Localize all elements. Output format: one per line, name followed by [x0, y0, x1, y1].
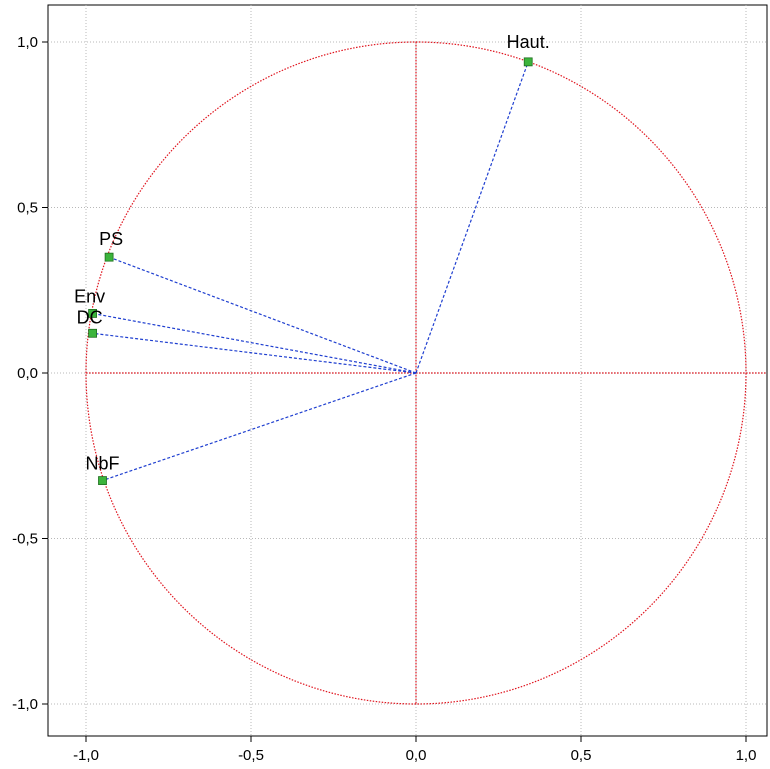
marker-ps	[104, 252, 114, 262]
unit-circle-outline	[85, 41, 747, 705]
vector-haut	[415, 61, 529, 374]
y-tick-label: -1,0	[12, 696, 38, 713]
label-dc: DC	[77, 307, 103, 327]
vector-ps	[108, 256, 417, 374]
label-ps: PS	[99, 229, 123, 249]
label-haut: Haut.	[507, 32, 550, 52]
y-tick-label: 0,5	[17, 200, 38, 217]
marker-dc	[88, 328, 97, 338]
plot-frame	[47, 4, 768, 737]
unit-circle	[85, 41, 747, 705]
vector-env	[92, 312, 417, 374]
vector-nbf	[102, 372, 417, 482]
x-tick-label: 1,0	[736, 747, 757, 764]
vector-dc	[92, 332, 417, 374]
origin-axes	[86, 42, 767, 704]
y-tick-label: 0,0	[17, 365, 38, 382]
marker-haut	[523, 57, 533, 67]
grid-lines	[48, 5, 767, 736]
x-tick-label: -0,5	[238, 747, 264, 764]
x-tick-label: 0,5	[571, 747, 592, 764]
variable-markers	[88, 57, 533, 485]
y-tick-label: -0,5	[12, 531, 38, 548]
label-env: Env	[74, 286, 105, 306]
marker-env	[88, 309, 97, 318]
label-nbf: NbF	[85, 454, 119, 474]
marker-nbf	[98, 476, 107, 485]
y-tick-label: 1,0	[17, 34, 38, 51]
axis-ticks: -1,0 -0,5 0,0 0,5 1,0 -1,0 -0,5 0,0 0,5 1,0	[12, 34, 756, 764]
x-tick-label: 0,0	[406, 747, 427, 764]
variable-vectors	[92, 61, 529, 482]
x-tick-label: -1,0	[73, 747, 99, 764]
